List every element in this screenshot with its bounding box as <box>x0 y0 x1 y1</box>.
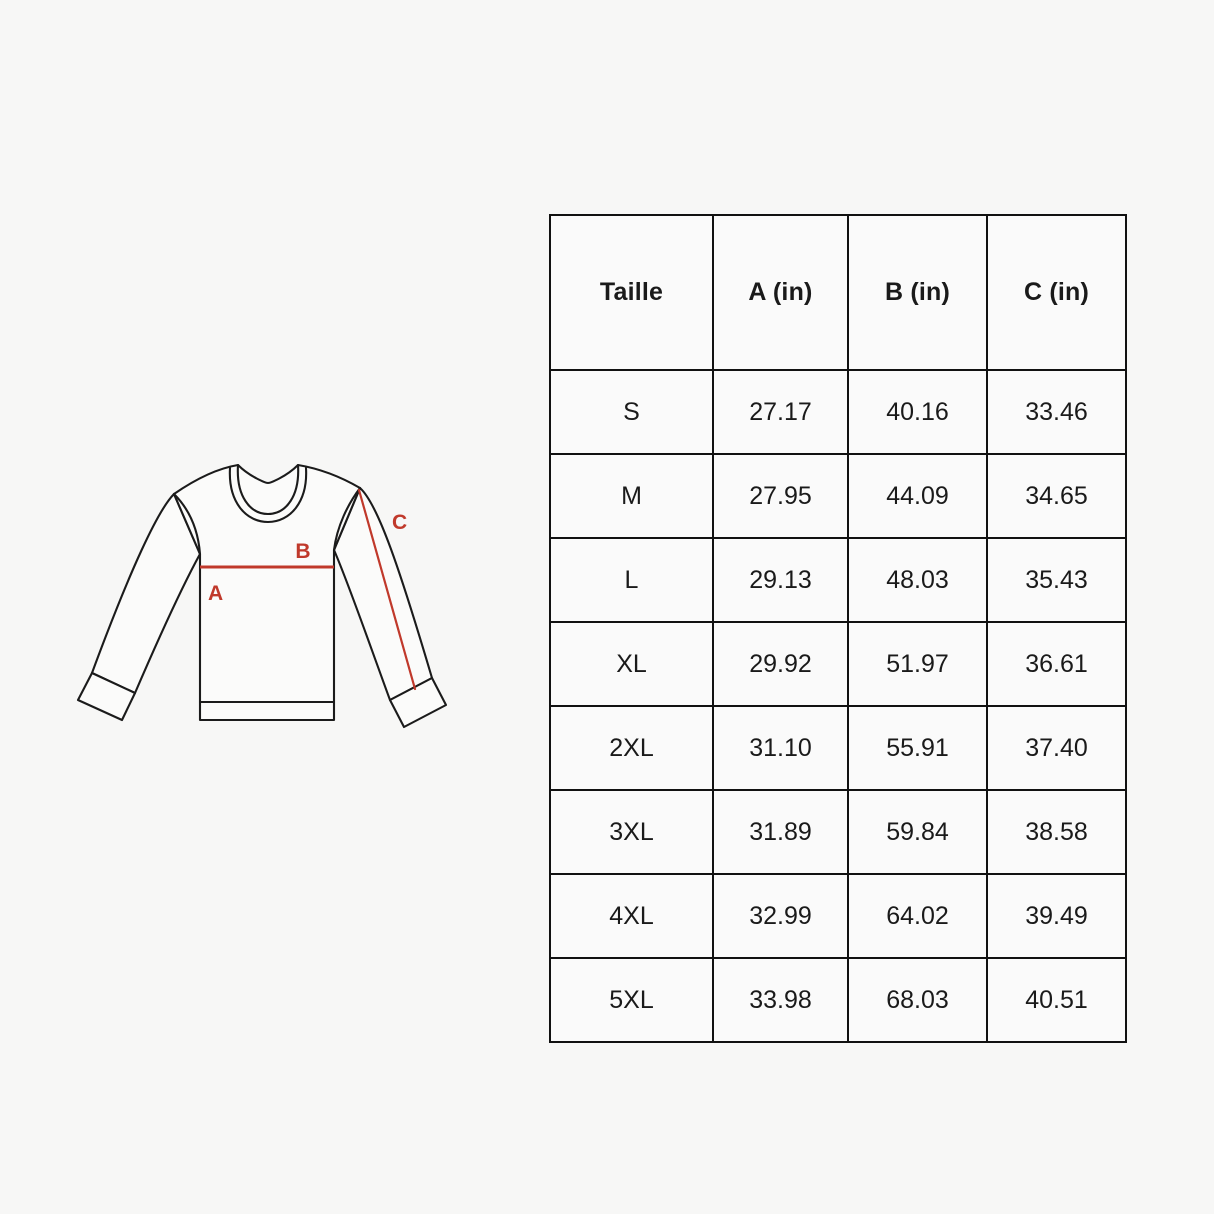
collar-rib-line <box>228 466 308 524</box>
table-row: XL 29.92 51.97 36.61 <box>549 621 1127 707</box>
column-header-size: Taille <box>549 214 714 371</box>
cell-c: 40.51 <box>986 957 1127 1043</box>
right-cuff <box>388 676 448 729</box>
cell-a: 31.89 <box>712 789 849 875</box>
table-row: 3XL 31.89 59.84 38.58 <box>549 789 1127 875</box>
cell-b: 55.91 <box>847 705 988 791</box>
cell-size: S <box>549 369 714 455</box>
body <box>172 463 362 722</box>
table-header-row: Taille A (in) B (in) C (in) <box>549 214 1127 371</box>
column-header-c: C (in) <box>986 214 1127 371</box>
column-header-b: B (in) <box>847 214 988 371</box>
cell-size: 4XL <box>549 873 714 959</box>
table-row: 5XL 33.98 68.03 40.51 <box>549 957 1127 1043</box>
cell-a: 29.13 <box>712 537 849 623</box>
measure-label-b: B <box>295 540 310 563</box>
cell-c: 33.46 <box>986 369 1127 455</box>
left-armhole-seam <box>172 492 202 556</box>
right-armhole-seam <box>332 486 362 552</box>
cell-size: L <box>549 537 714 623</box>
collar-outer-edge <box>236 463 300 516</box>
cell-size: 3XL <box>549 789 714 875</box>
table-row: L 29.13 48.03 35.43 <box>549 537 1127 623</box>
measure-label-a: A <box>208 582 223 605</box>
column-header-a: A (in) <box>712 214 849 371</box>
cell-c: 37.40 <box>986 705 1127 791</box>
cell-c: 38.58 <box>986 789 1127 875</box>
table-row: 2XL 31.10 55.91 37.40 <box>549 705 1127 791</box>
cell-c: 36.61 <box>986 621 1127 707</box>
cell-a: 29.92 <box>712 621 849 707</box>
size-table-container: Taille A (in) B (in) C (in) S 27.17 40.1… <box>549 214 1127 1043</box>
measure-line-c <box>357 488 417 691</box>
right-sleeve <box>332 486 434 702</box>
size-chart-table: Taille A (in) B (in) C (in) S 27.17 40.1… <box>549 214 1127 1043</box>
cell-size: 2XL <box>549 705 714 791</box>
cell-size: M <box>549 453 714 539</box>
cell-size: XL <box>549 621 714 707</box>
cell-b: 59.84 <box>847 789 988 875</box>
cell-c: 39.49 <box>986 873 1127 959</box>
cell-a: 32.99 <box>712 873 849 959</box>
table-row: M 27.95 44.09 34.65 <box>549 453 1127 539</box>
table-row: S 27.17 40.16 33.46 <box>549 369 1127 455</box>
cell-b: 51.97 <box>847 621 988 707</box>
measure-label-c: C <box>392 511 407 534</box>
cell-b: 68.03 <box>847 957 988 1043</box>
cell-c: 34.65 <box>986 453 1127 539</box>
cell-a: 31.10 <box>712 705 849 791</box>
table-row: 4XL 32.99 64.02 39.49 <box>549 873 1127 959</box>
garment-diagram: B A C <box>60 430 480 760</box>
cell-b: 44.09 <box>847 453 988 539</box>
left-sleeve <box>90 492 202 695</box>
cell-size: 5XL <box>549 957 714 1043</box>
left-cuff <box>76 671 137 722</box>
cell-a: 27.17 <box>712 369 849 455</box>
cell-b: 48.03 <box>847 537 988 623</box>
cell-a: 33.98 <box>712 957 849 1043</box>
cell-a: 27.95 <box>712 453 849 539</box>
cell-b: 40.16 <box>847 369 988 455</box>
cell-b: 64.02 <box>847 873 988 959</box>
cell-c: 35.43 <box>986 537 1127 623</box>
